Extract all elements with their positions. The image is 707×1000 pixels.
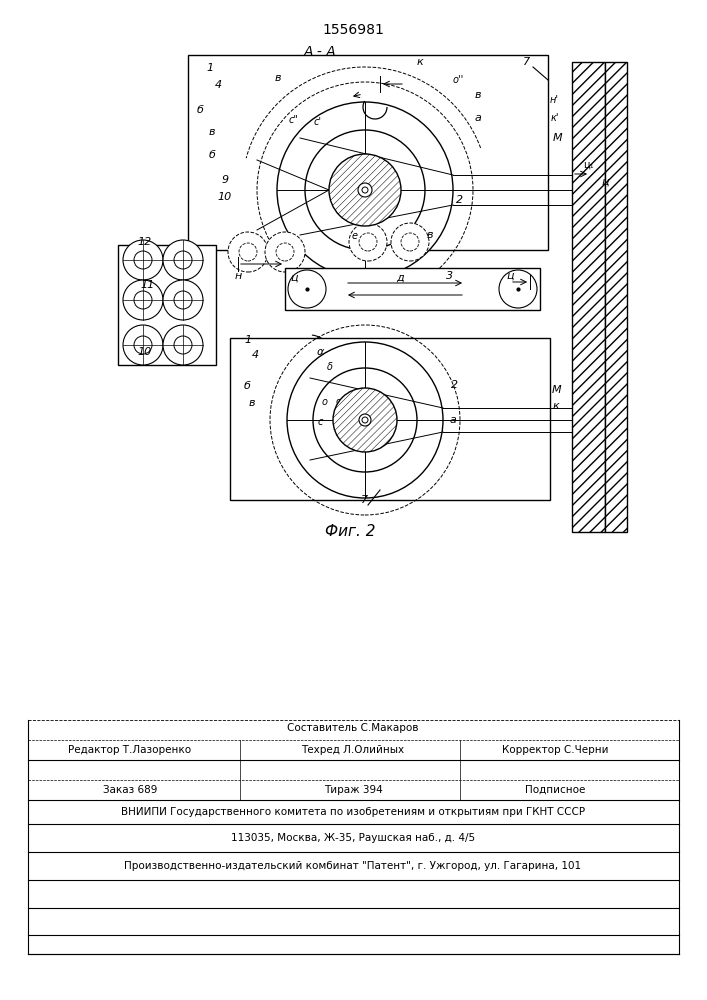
Text: A - A: A - A (303, 45, 337, 59)
Bar (605, 62, 627, 532)
Text: Подписное: Подписное (525, 785, 585, 795)
Text: Составитель С.Макаров: Составитель С.Макаров (287, 723, 419, 733)
Text: δ: δ (327, 362, 333, 372)
Text: б: б (209, 150, 216, 160)
Text: о: о (322, 397, 328, 407)
Text: б: б (244, 381, 250, 391)
Text: ц: ц (290, 273, 298, 283)
Text: М: М (553, 133, 563, 143)
Text: 11: 11 (141, 280, 155, 290)
Text: 1: 1 (206, 63, 214, 73)
Text: в: в (275, 73, 281, 83)
Circle shape (134, 291, 152, 309)
Circle shape (174, 336, 192, 354)
Text: в: в (249, 398, 255, 408)
Circle shape (305, 130, 425, 250)
Text: 9: 9 (221, 175, 228, 185)
Circle shape (174, 291, 192, 309)
Text: 7: 7 (523, 57, 530, 67)
Text: ц: ц (601, 177, 609, 187)
Circle shape (362, 187, 368, 193)
Text: М: М (552, 385, 562, 395)
Text: д: д (396, 273, 404, 283)
Text: a: a (450, 415, 457, 425)
Text: e: e (352, 231, 358, 241)
Text: 113035, Москва, Ж-35, Раушская наб., д. 4/5: 113035, Москва, Ж-35, Раушская наб., д. … (231, 833, 475, 843)
Circle shape (123, 325, 163, 365)
Text: ц: ц (506, 271, 514, 281)
Text: к: к (416, 57, 423, 67)
Text: в: в (209, 127, 215, 137)
Circle shape (123, 280, 163, 320)
Text: Корректор С.Черни: Корректор С.Черни (502, 745, 608, 755)
Text: 4: 4 (214, 80, 221, 90)
Circle shape (134, 336, 152, 354)
Circle shape (134, 251, 152, 269)
Text: с: с (317, 417, 322, 427)
Text: с": с" (288, 115, 298, 125)
Circle shape (329, 154, 401, 226)
Text: 10: 10 (218, 192, 232, 202)
Text: Заказ 689: Заказ 689 (103, 785, 157, 795)
Text: в: в (474, 90, 481, 100)
Circle shape (288, 270, 326, 308)
Circle shape (239, 243, 257, 261)
Circle shape (362, 417, 368, 423)
Circle shape (391, 223, 429, 261)
Text: ц₁: ц₁ (583, 160, 593, 170)
Bar (188, 55, 548, 250)
Text: 1556981: 1556981 (322, 23, 384, 37)
Circle shape (359, 414, 371, 426)
Circle shape (287, 342, 443, 498)
Text: н': н' (549, 95, 559, 105)
Circle shape (228, 232, 268, 272)
Bar (118, 245, 216, 365)
Text: 4: 4 (252, 350, 259, 360)
Text: к': к' (551, 113, 559, 123)
Text: α: α (316, 347, 324, 357)
Circle shape (401, 233, 419, 251)
Text: 1: 1 (245, 335, 252, 345)
Bar (285, 268, 540, 310)
Text: a: a (474, 113, 481, 123)
Text: в: в (427, 230, 433, 240)
Text: б: б (197, 105, 204, 115)
Text: 2: 2 (457, 195, 464, 205)
Bar (230, 338, 550, 500)
Text: Фиг. 2: Фиг. 2 (325, 524, 375, 540)
Circle shape (359, 233, 377, 251)
Circle shape (349, 223, 387, 261)
Bar (572, 62, 605, 532)
Text: н: н (235, 271, 242, 281)
Text: ВНИИПИ Государственного комитета по изобретениям и открытиям при ГКНТ СССР: ВНИИПИ Государственного комитета по изоб… (121, 807, 585, 817)
Circle shape (163, 280, 203, 320)
Text: 10: 10 (138, 347, 152, 357)
Text: Тираж 394: Тираж 394 (324, 785, 382, 795)
Circle shape (123, 240, 163, 280)
Circle shape (265, 232, 305, 272)
Text: 2: 2 (452, 380, 459, 390)
Text: 12: 12 (138, 237, 152, 247)
Text: 7: 7 (361, 495, 368, 505)
Text: о'': о'' (452, 75, 464, 85)
Text: Техред Л.Олийных: Техред Л.Олийных (301, 745, 404, 755)
Circle shape (174, 251, 192, 269)
Circle shape (276, 243, 294, 261)
Circle shape (358, 183, 372, 197)
Circle shape (163, 240, 203, 280)
Circle shape (313, 368, 417, 472)
Circle shape (333, 388, 397, 452)
Text: Производственно-издательский комбинат "Патент", г. Ужгород, ул. Гагарина, 101: Производственно-издательский комбинат "П… (124, 861, 582, 871)
Text: Редактор Т.Лазоренко: Редактор Т.Лазоренко (69, 745, 192, 755)
Circle shape (277, 102, 453, 278)
Text: о₁: о₁ (335, 397, 345, 407)
Circle shape (499, 270, 537, 308)
Text: к: к (553, 401, 559, 411)
Text: 3: 3 (446, 271, 454, 281)
Circle shape (163, 325, 203, 365)
Text: с': с' (314, 117, 322, 127)
